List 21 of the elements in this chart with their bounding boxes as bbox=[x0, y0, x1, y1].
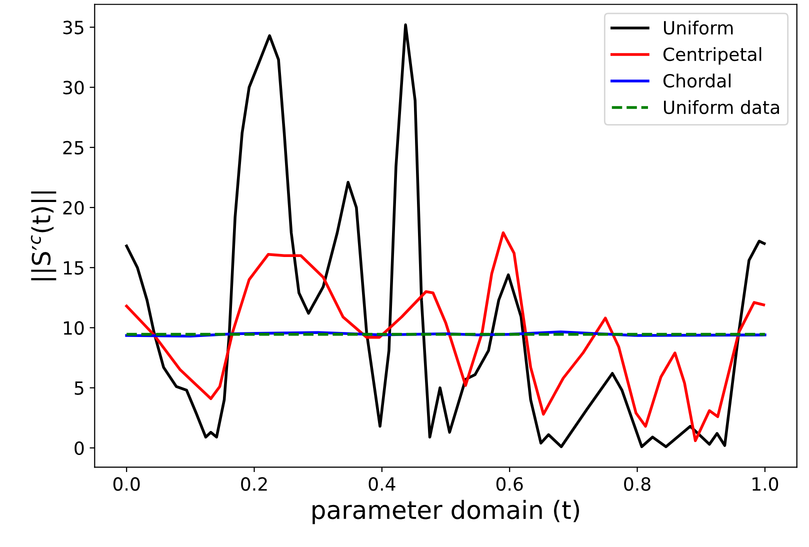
y-tick-label: 20 bbox=[63, 200, 84, 215]
legend-label: Centripetal bbox=[663, 47, 762, 65]
y-tick-label: 0 bbox=[74, 441, 84, 456]
y-tick-label: 10 bbox=[64, 321, 84, 335]
x-tick-label: 0.4 bbox=[368, 477, 396, 491]
legend-label: Chordal bbox=[663, 74, 730, 88]
y-tick-label: 30 bbox=[63, 80, 84, 94]
line-series bbox=[125, 231, 766, 442]
y-axis-title: ||S′$^{c}$(t)|| bbox=[30, 191, 56, 280]
y-tick-label: 15 bbox=[64, 261, 84, 275]
x-tick-label: 0.6 bbox=[496, 477, 523, 491]
x-tick-label: 0.8 bbox=[624, 477, 650, 491]
x-tick-label: 1.0 bbox=[752, 477, 778, 491]
x-tick-label: 0.2 bbox=[241, 477, 267, 491]
x-tick-label: 0.0 bbox=[113, 477, 140, 491]
y-tick-label: 25 bbox=[63, 140, 84, 155]
x-axis-title: parameter domain (t) bbox=[312, 500, 580, 524]
legend-label: Uniform bbox=[664, 20, 733, 35]
legend-label: Uniform data bbox=[664, 100, 779, 114]
y-tick-label: 35 bbox=[63, 20, 84, 34]
y-tick-label: 5 bbox=[74, 382, 84, 395]
